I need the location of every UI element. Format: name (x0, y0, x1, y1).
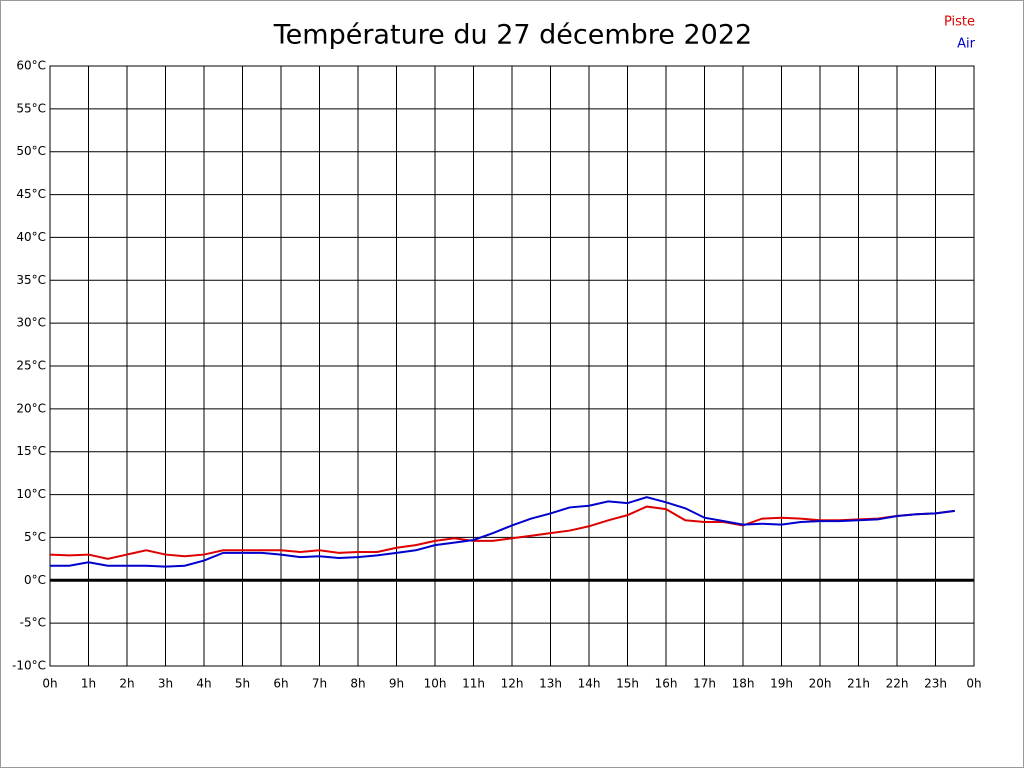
y-tick-label: 60°C (16, 59, 46, 73)
y-tick-label: 15°C (16, 444, 46, 458)
y-tick-label: 20°C (16, 401, 46, 415)
x-tick-label: 4h (196, 677, 211, 691)
x-tick-label: 2h (119, 677, 134, 691)
x-tick-label: 0h (42, 677, 57, 691)
chart-title: Température du 27 décembre 2022 (273, 20, 752, 51)
x-tick-label: 10h (424, 677, 447, 691)
x-tick-label: 17h (693, 677, 716, 691)
series-line (50, 496, 955, 568)
legend-label: Air (957, 37, 976, 52)
y-tick-label: 50°C (16, 144, 46, 158)
y-tick-label: 5°C (24, 530, 46, 544)
x-tick-label: 9h (389, 677, 404, 691)
x-tick-label: 16h (655, 677, 678, 691)
x-tick-label: 21h (847, 677, 870, 691)
y-tick-label: -5°C (20, 616, 46, 630)
y-tick-label: 40°C (16, 230, 46, 244)
y-tick-label: -10°C (12, 659, 46, 673)
x-tick-label: 5h (235, 677, 250, 691)
x-tick-label: 6h (273, 677, 288, 691)
x-tick-label: 7h (312, 677, 327, 691)
x-tick-label: 8h (350, 677, 365, 691)
x-tick-label: 22h (886, 677, 909, 691)
series-line (49, 505, 955, 560)
x-tick-label: 0h (966, 677, 981, 691)
x-tick-label: 3h (158, 677, 173, 691)
y-tick-label: 30°C (16, 316, 46, 330)
y-tick-label: 10°C (16, 487, 46, 501)
x-tick-label: 23h (924, 677, 947, 691)
y-tick-label: 0°C (24, 573, 46, 587)
x-tick-label: 18h (732, 677, 755, 691)
x-tick-label: 1h (81, 677, 96, 691)
x-tick-label: 12h (501, 677, 524, 691)
x-tick-label: 14h (578, 677, 601, 691)
x-tick-label: 20h (809, 677, 832, 691)
x-tick-label: 13h (539, 677, 562, 691)
y-tick-label: 25°C (16, 359, 46, 373)
legend-label: Piste (944, 15, 975, 30)
y-tick-label: 55°C (16, 101, 46, 115)
y-tick-label: 45°C (16, 187, 46, 201)
x-tick-label: 15h (616, 677, 639, 691)
x-tick-label: 11h (462, 677, 485, 691)
x-tick-label: 19h (770, 677, 793, 691)
y-tick-label: 35°C (16, 273, 46, 287)
